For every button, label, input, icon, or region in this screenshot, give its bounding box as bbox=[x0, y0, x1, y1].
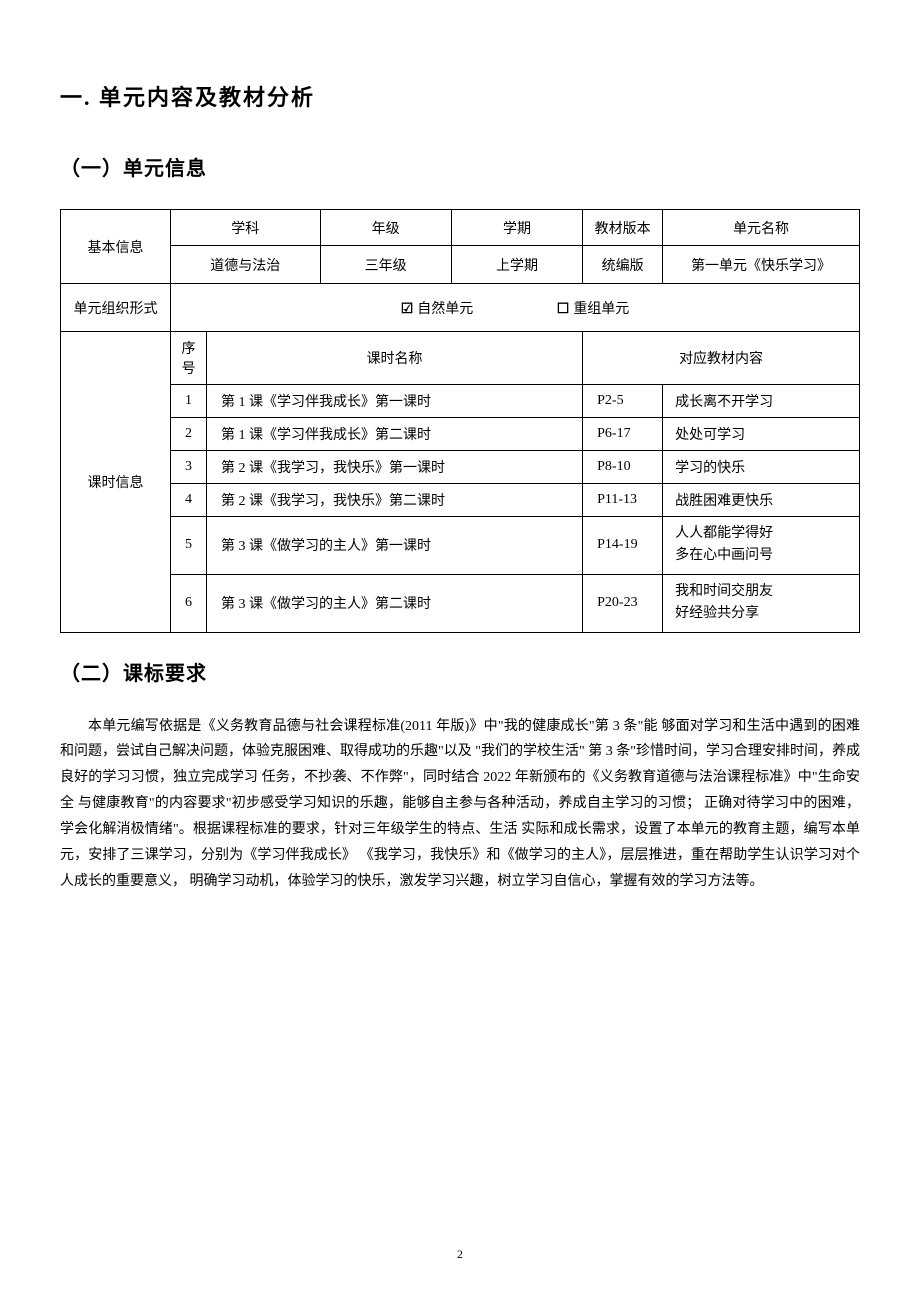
pages-1: P2-5 bbox=[583, 385, 663, 418]
checkbox-unchecked-icon: ☐ bbox=[557, 301, 570, 318]
header-seq: 序号 bbox=[171, 332, 207, 385]
content-4: 战胜困难更快乐 bbox=[663, 484, 860, 517]
org-form-options: ☑自然单元 ☐重组单元 bbox=[171, 284, 860, 332]
checkbox-checked-icon: ☑ bbox=[401, 301, 414, 318]
content-1: 成长离不开学习 bbox=[663, 385, 860, 418]
value-semester: 上学期 bbox=[451, 246, 582, 284]
lesson-info-label: 课时信息 bbox=[61, 332, 171, 633]
header-lesson-name: 课时名称 bbox=[207, 332, 583, 385]
lesson-name-2: 第 1 课《学习伴我成长》第二课时 bbox=[207, 418, 583, 451]
seq-4: 4 bbox=[171, 484, 207, 517]
content-3: 学习的快乐 bbox=[663, 451, 860, 484]
lesson-row-4: 4 第 2 课《我学习，我快乐》第二课时 P11-13 战胜困难更快乐 bbox=[61, 484, 860, 517]
lesson-name-6: 第 3 课《做学习的主人》第二课时 bbox=[207, 574, 583, 632]
org-form-label: 单元组织形式 bbox=[61, 284, 171, 332]
value-subject: 道德与法治 bbox=[171, 246, 321, 284]
lesson-name-5: 第 3 课《做学习的主人》第一课时 bbox=[207, 517, 583, 575]
header-version: 教材版本 bbox=[583, 210, 663, 246]
page-number: 2 bbox=[457, 1247, 463, 1262]
subsection-heading-2: （二）课标要求 bbox=[60, 657, 860, 686]
seq-5: 5 bbox=[171, 517, 207, 575]
content-6: 我和时间交朋友好经验共分享 bbox=[663, 574, 860, 632]
header-grade: 年级 bbox=[320, 210, 451, 246]
org-option-2: 重组单元 bbox=[573, 302, 629, 317]
lesson-row-5: 5 第 3 课《做学习的主人》第一课时 P14-19 人人都能学得好多在心中画问… bbox=[61, 517, 860, 575]
pages-3: P8-10 bbox=[583, 451, 663, 484]
content-5: 人人都能学得好多在心中画问号 bbox=[663, 517, 860, 575]
pages-6: P20-23 bbox=[583, 574, 663, 632]
lesson-name-1: 第 1 课《学习伴我成长》第一课时 bbox=[207, 385, 583, 418]
standard-requirement-text: 本单元编写依据是《义务教育品德与社会课程标准(2011 年版)》中"我的健康成长… bbox=[60, 714, 860, 895]
pages-2: P6-17 bbox=[583, 418, 663, 451]
pages-5: P14-19 bbox=[583, 517, 663, 575]
header-unit-name: 单元名称 bbox=[663, 210, 860, 246]
lesson-row-6: 6 第 3 课《做学习的主人》第二课时 P20-23 我和时间交朋友好经验共分享 bbox=[61, 574, 860, 632]
header-content: 对应教材内容 bbox=[583, 332, 860, 385]
basic-info-header-row: 基本信息 学科 年级 学期 教材版本 单元名称 bbox=[61, 210, 860, 246]
pages-4: P11-13 bbox=[583, 484, 663, 517]
unit-info-table: 基本信息 学科 年级 学期 教材版本 单元名称 道德与法治 三年级 上学期 统编… bbox=[60, 209, 860, 633]
lesson-row-2: 2 第 1 课《学习伴我成长》第二课时 P6-17 处处可学习 bbox=[61, 418, 860, 451]
seq-2: 2 bbox=[171, 418, 207, 451]
section-heading: 一. 单元内容及教材分析 bbox=[60, 80, 860, 112]
value-version: 统编版 bbox=[583, 246, 663, 284]
org-option-1: 自然单元 bbox=[417, 302, 473, 317]
header-semester: 学期 bbox=[451, 210, 582, 246]
basic-info-value-row: 道德与法治 三年级 上学期 统编版 第一单元《快乐学习》 bbox=[61, 246, 860, 284]
seq-6: 6 bbox=[171, 574, 207, 632]
header-subject: 学科 bbox=[171, 210, 321, 246]
value-unit-name: 第一单元《快乐学习》 bbox=[663, 246, 860, 284]
lesson-header-row: 课时信息 序号 课时名称 对应教材内容 bbox=[61, 332, 860, 385]
content-2: 处处可学习 bbox=[663, 418, 860, 451]
lesson-row-1: 1 第 1 课《学习伴我成长》第一课时 P2-5 成长离不开学习 bbox=[61, 385, 860, 418]
lesson-name-4: 第 2 课《我学习，我快乐》第二课时 bbox=[207, 484, 583, 517]
basic-info-row-label: 基本信息 bbox=[61, 210, 171, 284]
subsection-heading-1: （一）单元信息 bbox=[60, 152, 860, 181]
lesson-row-3: 3 第 2 课《我学习，我快乐》第一课时 P8-10 学习的快乐 bbox=[61, 451, 860, 484]
lesson-name-3: 第 2 课《我学习，我快乐》第一课时 bbox=[207, 451, 583, 484]
seq-1: 1 bbox=[171, 385, 207, 418]
org-form-row: 单元组织形式 ☑自然单元 ☐重组单元 bbox=[61, 284, 860, 332]
seq-3: 3 bbox=[171, 451, 207, 484]
value-grade: 三年级 bbox=[320, 246, 451, 284]
